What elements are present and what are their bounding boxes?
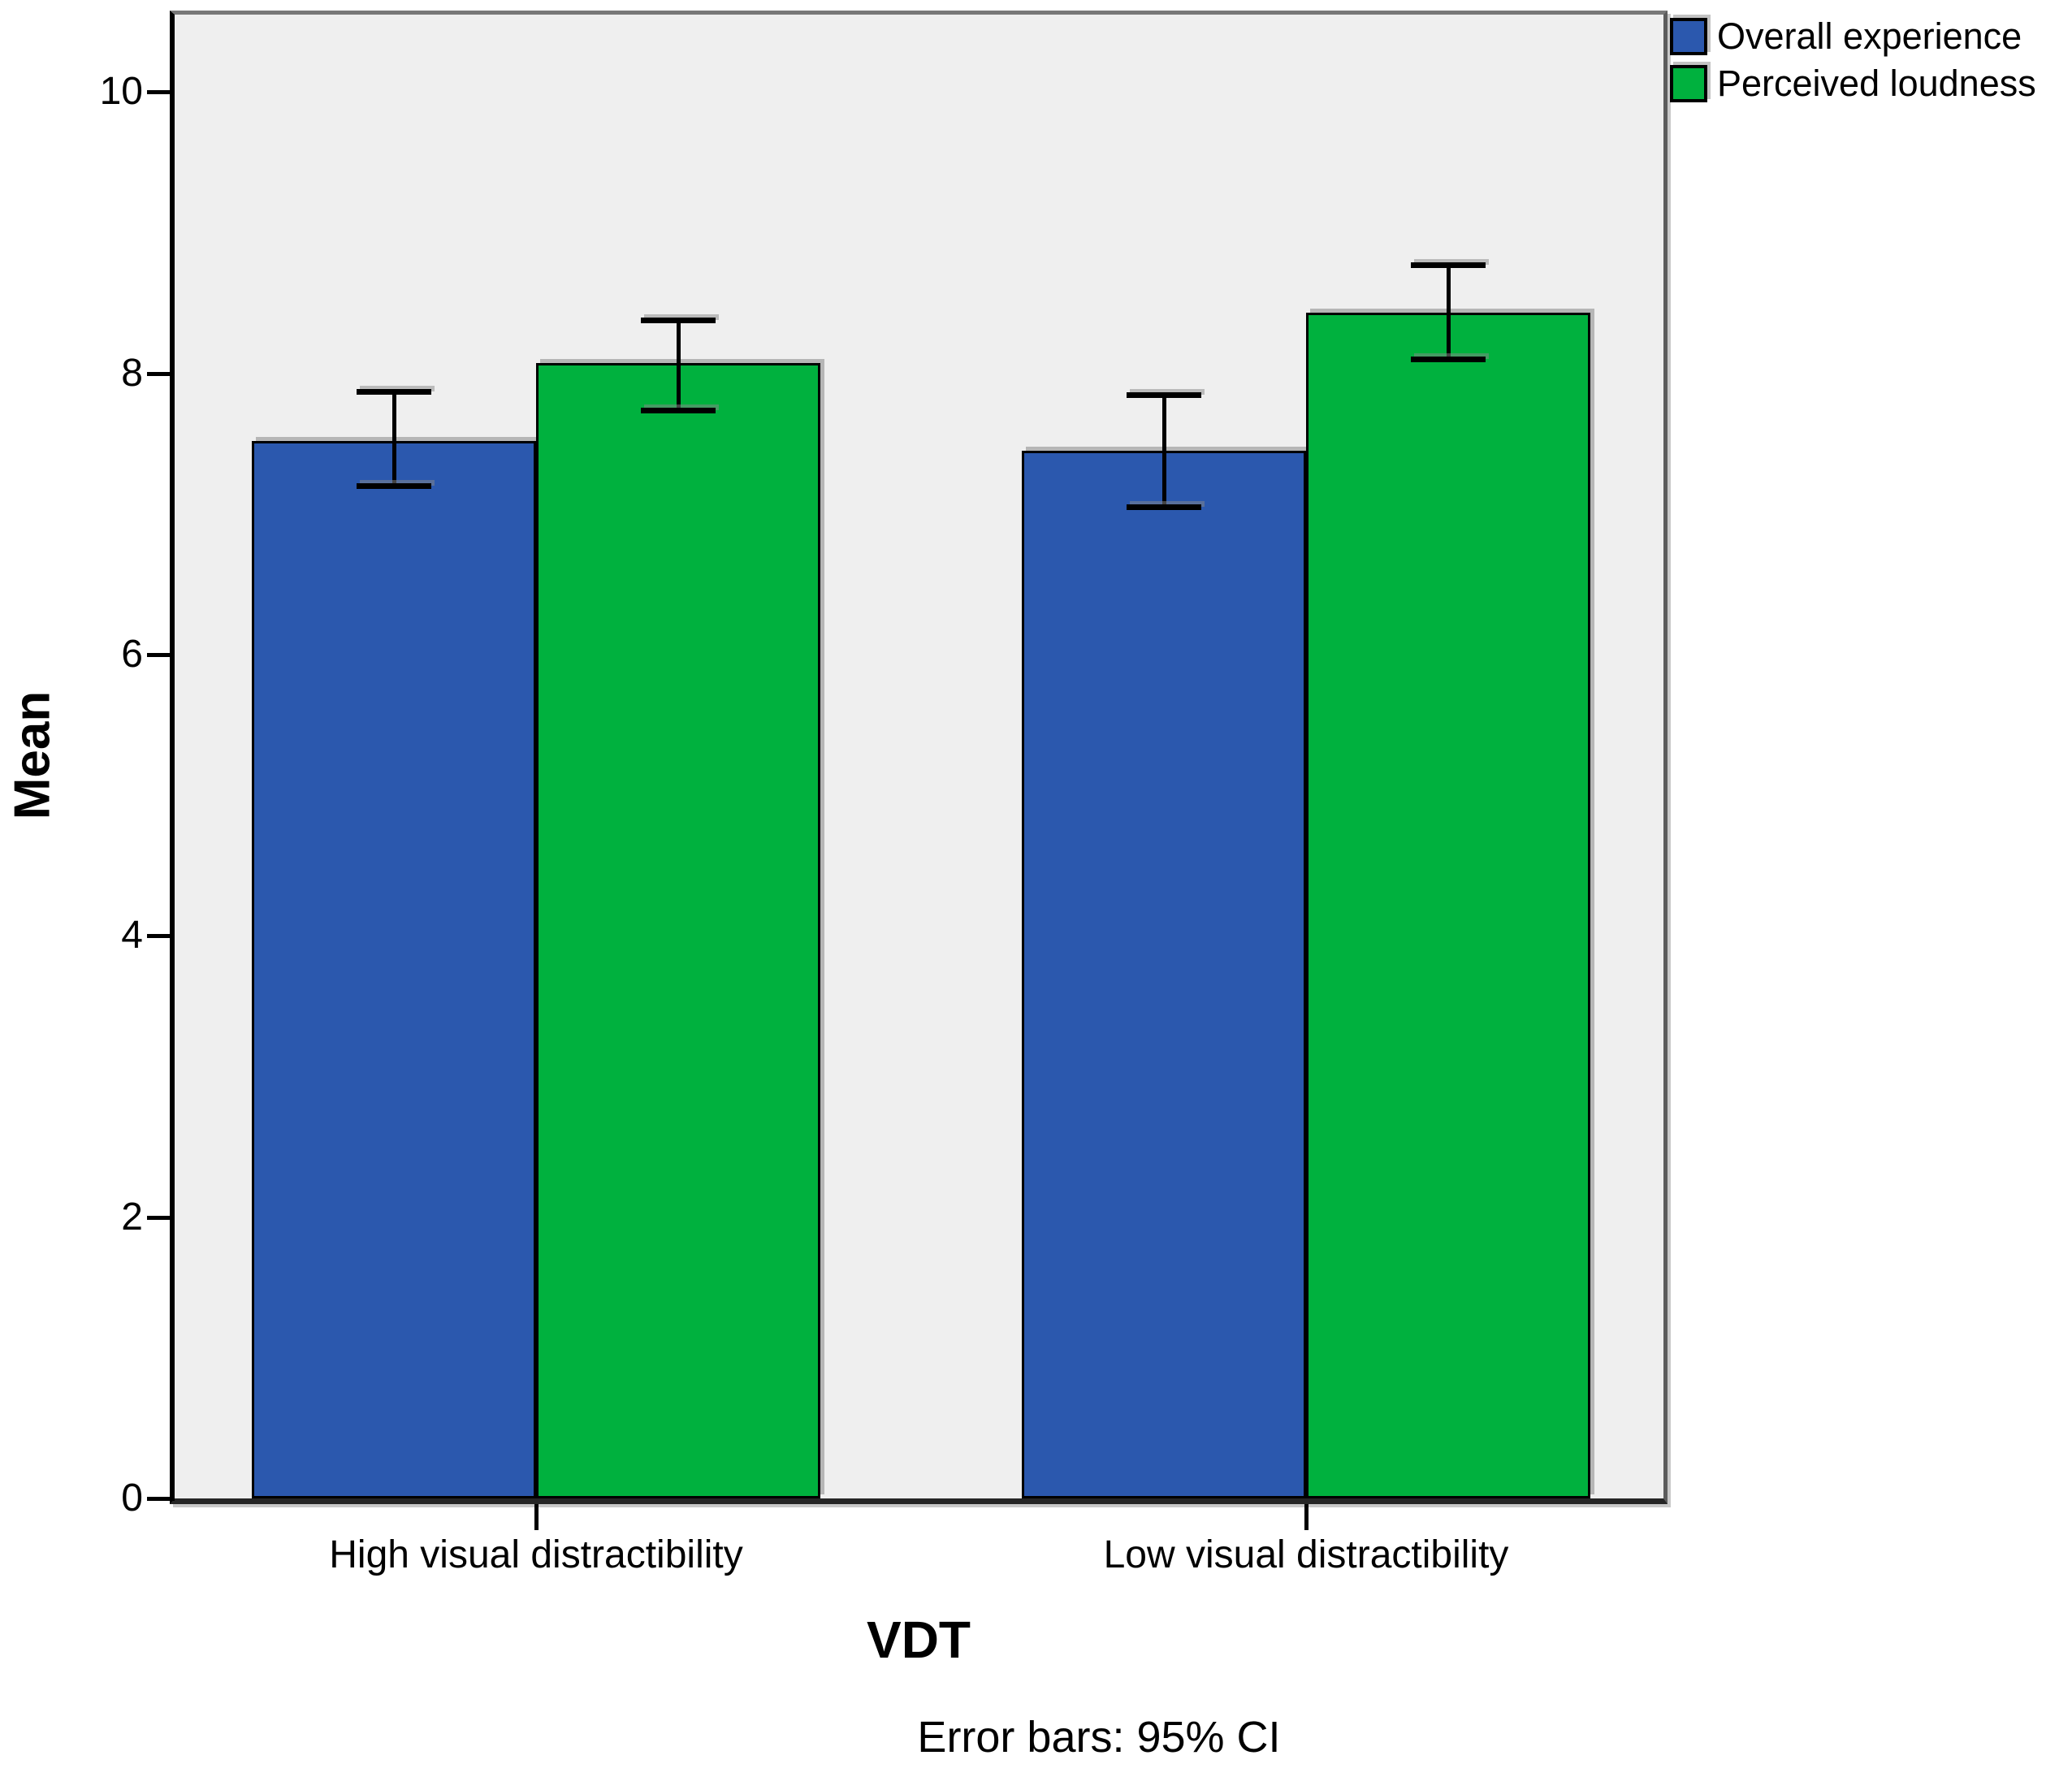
error-cap-upper-perceived-loudness-high-visual-distractibility <box>641 317 716 323</box>
y-tick-8 <box>147 371 175 376</box>
error-cap-upper-overall-experience-low-visual-distractibility <box>1127 391 1201 398</box>
y-tick-2 <box>147 1215 175 1220</box>
bar-perceived-loudness-high-visual-distractibility <box>536 363 820 1498</box>
y-axis-title: Mean <box>4 690 61 820</box>
legend-label-perceived-loudness: Perceived loudness <box>1717 63 2036 104</box>
y-tick-label-0: 0 <box>121 1477 143 1520</box>
error-cap-lower-overall-experience-high-visual-distractibility <box>357 483 431 490</box>
x-tick-label-high-visual-distractibility: High visual distractibility <box>329 1533 743 1576</box>
error-cap-lower-overall-experience-low-visual-distractibility <box>1127 504 1201 511</box>
error-bar-perceived-loudness-high-visual-distractibility <box>676 319 681 410</box>
y-tick-0 <box>147 1497 175 1501</box>
legend: Overall experience Perceived loudness <box>1670 18 2036 112</box>
y-tick-label-6: 6 <box>121 632 143 676</box>
legend-swatch-overall-experience <box>1670 18 1707 55</box>
bar-perceived-loudness-low-visual-distractibility <box>1306 313 1590 1498</box>
y-tick-6 <box>147 652 175 657</box>
legend-row-overall-experience: Overall experience <box>1670 18 2036 55</box>
x-tick-high-visual-distractibility <box>534 1504 539 1530</box>
x-axis-title: VDT <box>867 1611 971 1669</box>
y-tick-label-10: 10 <box>99 70 143 114</box>
x-tick-low-visual-distractibility <box>1304 1504 1309 1530</box>
error-bar-overall-experience-high-visual-distractibility <box>391 391 396 486</box>
error-bars-caption: Error bars: 95% CI <box>917 1713 1281 1762</box>
y-tick-label-2: 2 <box>121 1195 143 1239</box>
x-tick-label-low-visual-distractibility: Low visual distractibility <box>1103 1533 1509 1576</box>
y-tick-10 <box>147 90 175 95</box>
legend-row-perceived-loudness: Perceived loudness <box>1670 65 2036 102</box>
legend-swatch-perceived-loudness <box>1670 65 1707 102</box>
y-tick-4 <box>147 934 175 939</box>
bar-overall-experience-high-visual-distractibility <box>252 440 536 1498</box>
y-tick-label-4: 4 <box>121 914 143 958</box>
error-bar-perceived-loudness-low-visual-distractibility <box>1446 265 1451 360</box>
error-cap-lower-perceived-loudness-high-visual-distractibility <box>641 407 716 413</box>
error-cap-lower-perceived-loudness-low-visual-distractibility <box>1411 357 1486 363</box>
error-bar-overall-experience-low-visual-distractibility <box>1161 394 1166 508</box>
bar-overall-experience-low-visual-distractibility <box>1022 450 1306 1498</box>
y-tick-label-8: 8 <box>121 351 143 395</box>
error-cap-upper-overall-experience-high-visual-distractibility <box>357 389 431 396</box>
legend-label-overall-experience: Overall experience <box>1717 15 2022 57</box>
error-cap-upper-perceived-loudness-low-visual-distractibility <box>1411 262 1486 269</box>
